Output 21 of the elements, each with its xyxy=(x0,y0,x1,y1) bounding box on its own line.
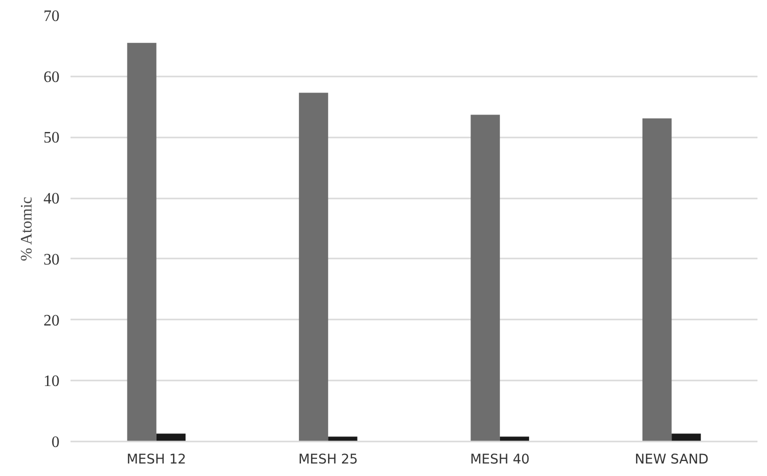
bar xyxy=(156,434,186,442)
bar xyxy=(500,436,530,442)
bar xyxy=(298,92,328,442)
x-tick-label: MESH 25 xyxy=(298,452,358,468)
y-tick-label: 60 xyxy=(44,68,60,86)
x-tick-label: MESH 12 xyxy=(126,452,186,468)
y-tick-label: 70 xyxy=(44,8,60,25)
bar xyxy=(127,42,156,442)
y-tick-label: 10 xyxy=(44,373,60,390)
x-tick-label: NEW SAND xyxy=(634,452,709,468)
y-tick-label: 0 xyxy=(52,434,60,451)
y-tick-label: 40 xyxy=(44,190,60,208)
bar xyxy=(672,434,701,442)
y-tick-label: 50 xyxy=(44,130,60,147)
x-tick-label: MESH 40 xyxy=(470,452,530,468)
bar xyxy=(642,118,672,442)
y-tick-label: 30 xyxy=(44,251,60,268)
bar xyxy=(328,436,358,442)
y-tick-label: 20 xyxy=(44,312,60,330)
y-axis-title: % Atomic xyxy=(18,196,36,262)
bar xyxy=(470,114,500,442)
